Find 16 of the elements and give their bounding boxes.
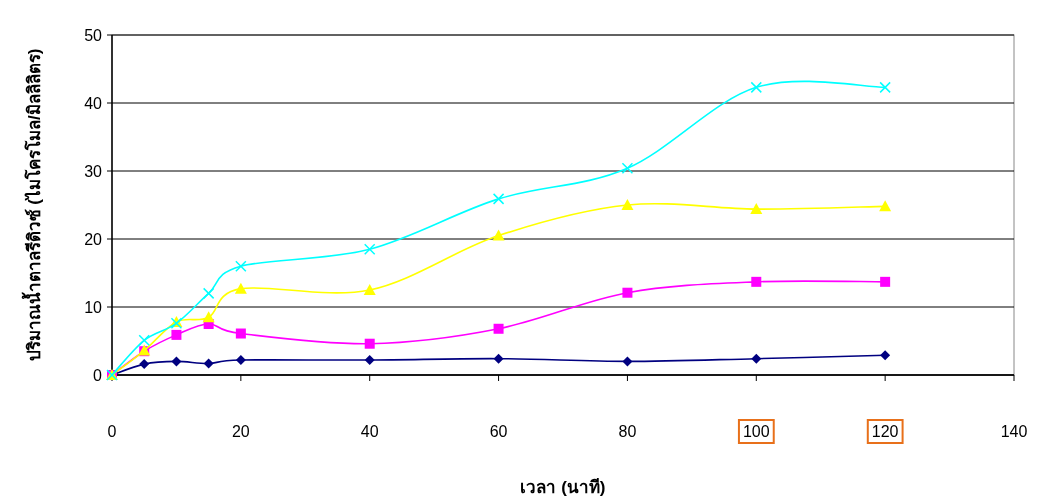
x-tick-label: 120	[871, 423, 899, 440]
x-axis-title: เวลา (นาที)	[520, 477, 606, 497]
x-tick-label: 0	[107, 423, 117, 440]
x-tick-label: 80	[618, 423, 637, 440]
y-axis-title: ปริมาณน้ำตาลรีดิวซ์ (ไมโครโมล/มิลลิลิตร)	[21, 48, 44, 362]
y-tick-label: 40	[84, 95, 103, 112]
x-tick-label: 40	[360, 423, 379, 440]
x-tick-label: 140	[1000, 423, 1028, 440]
x-tick-label: 60	[489, 423, 508, 440]
y-tick-label: 20	[84, 231, 103, 248]
x-tick-label: 100	[742, 423, 770, 440]
x-tick-label: 20	[231, 423, 250, 440]
y-tick-label: 30	[84, 163, 103, 180]
y-tick-label: 0	[93, 367, 103, 384]
y-tick-label: 10	[84, 299, 103, 316]
y-tick-label: 50	[84, 27, 103, 44]
